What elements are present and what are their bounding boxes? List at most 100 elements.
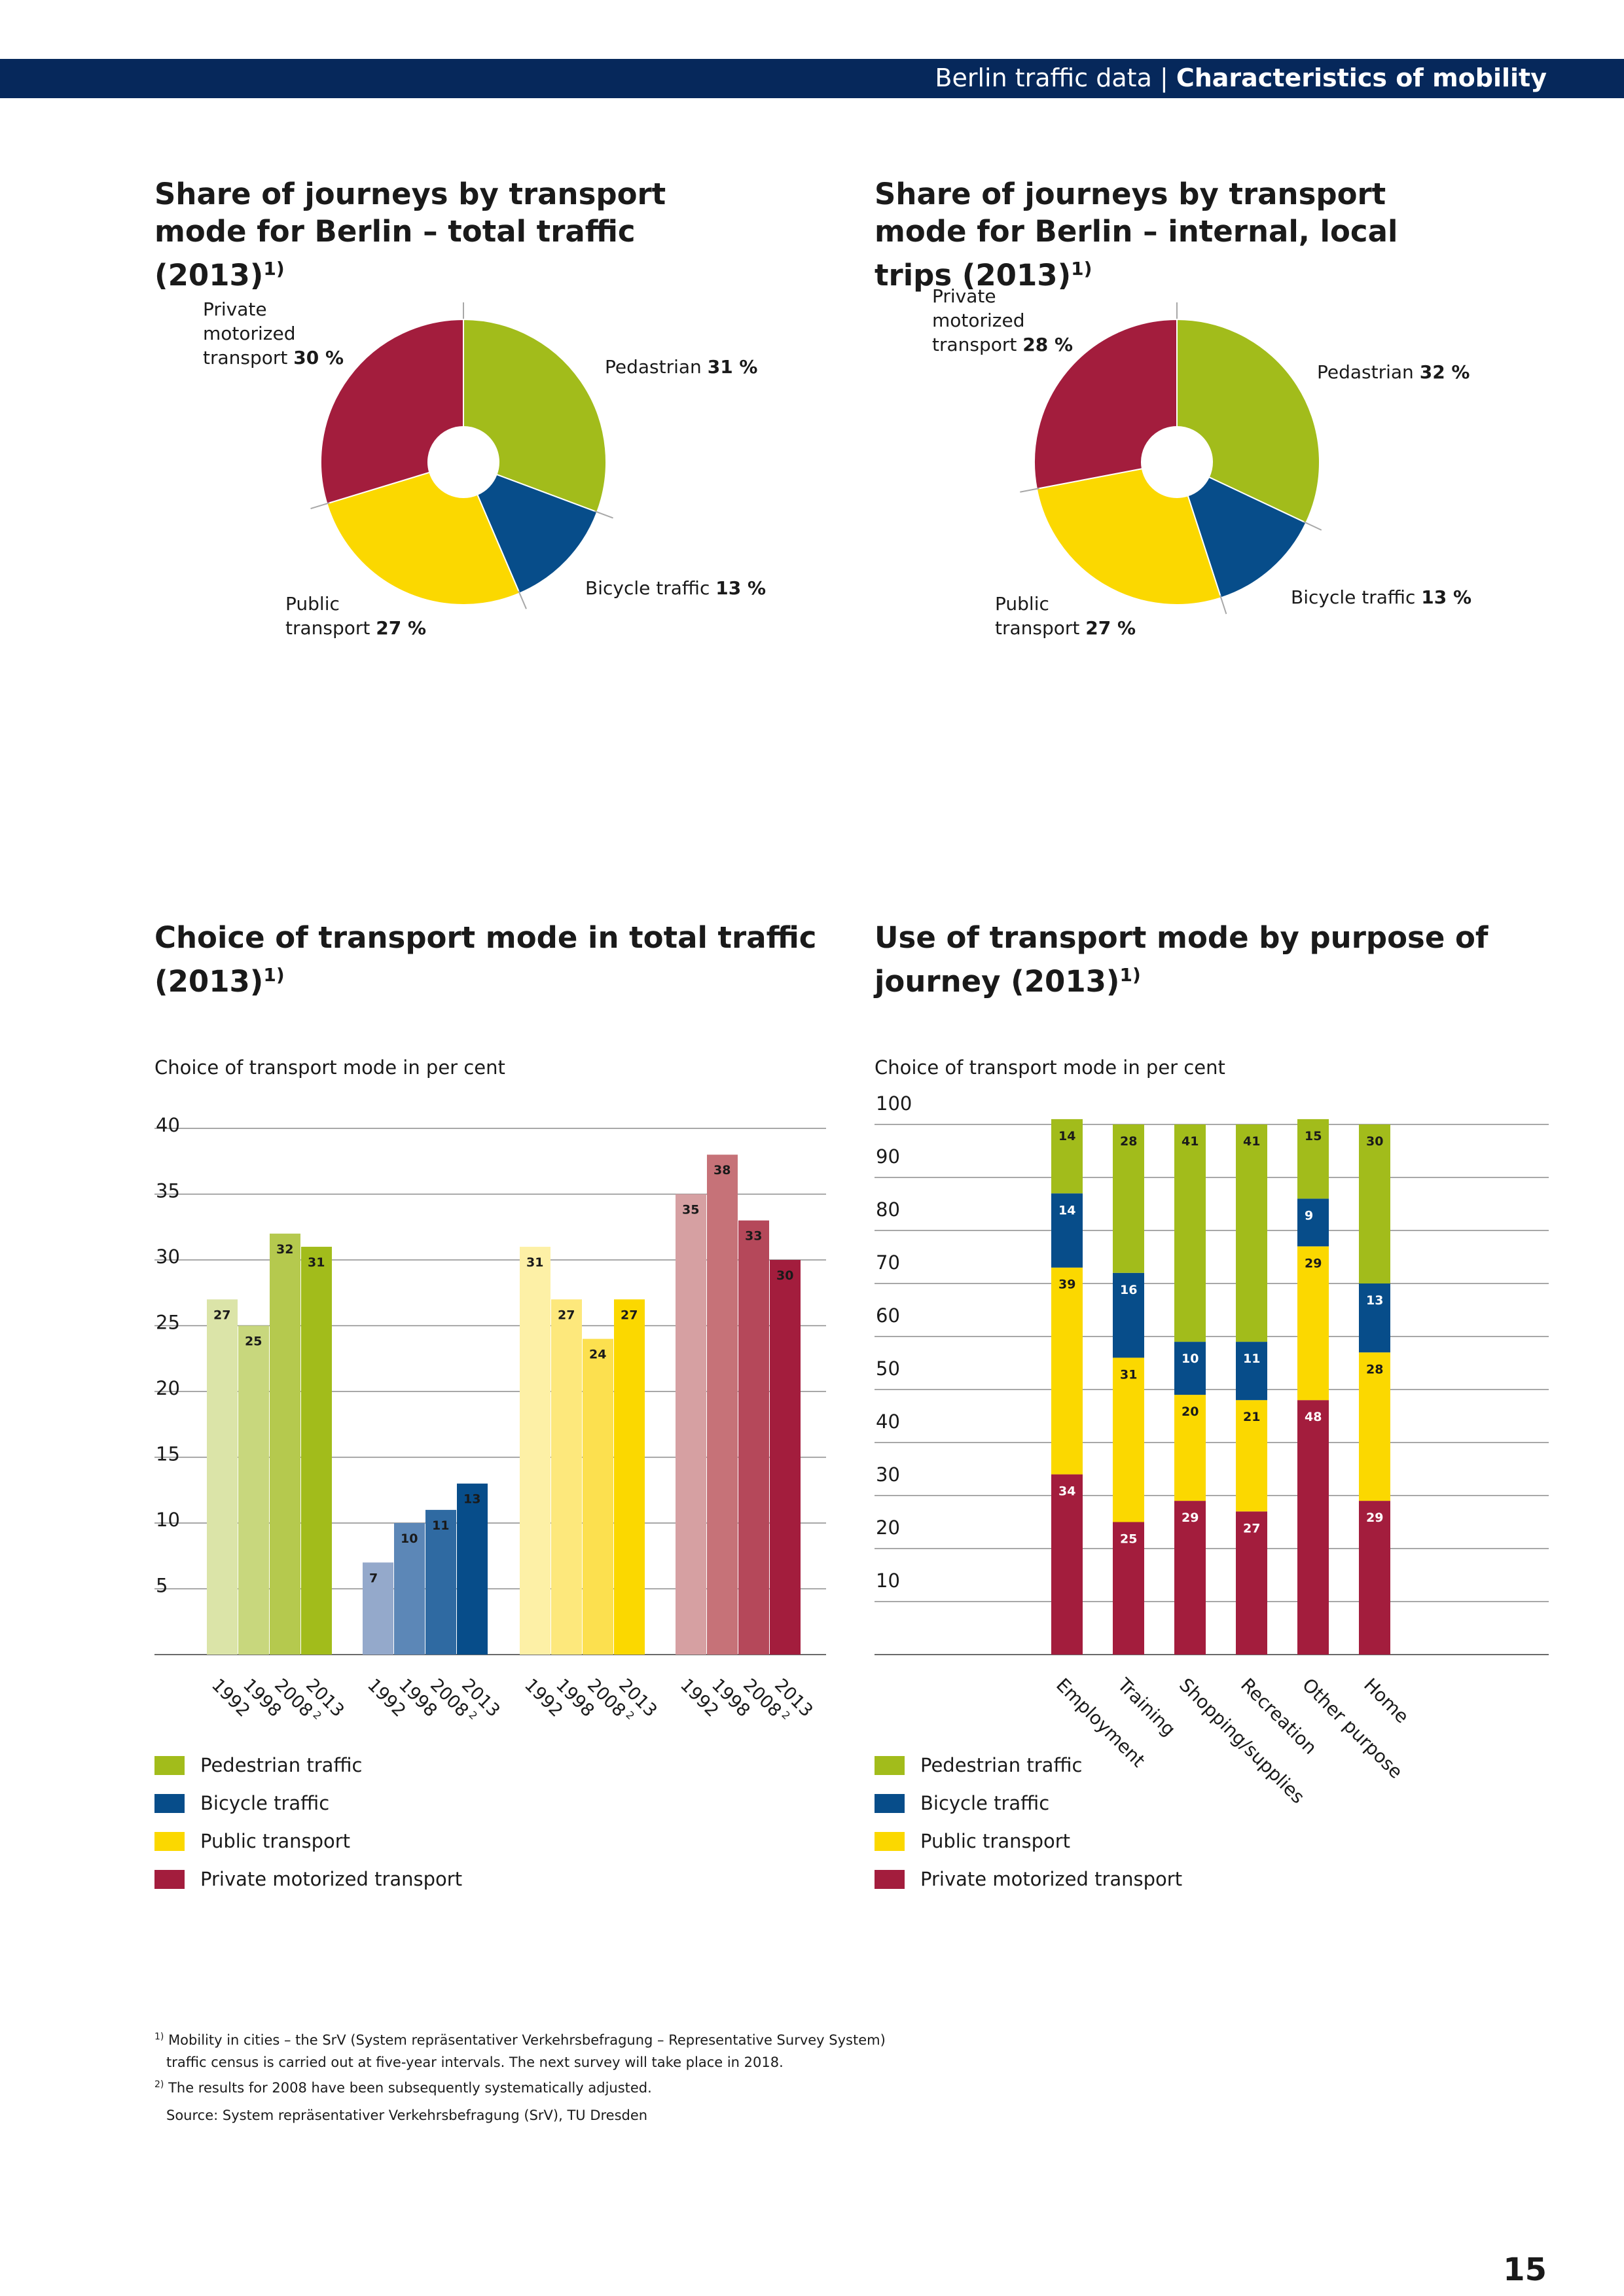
bar-public-transport-2013	[614, 1299, 645, 1655]
bar-value-label: 27	[558, 1308, 575, 1322]
pie-divider-tick	[310, 502, 330, 510]
y-tick-label: 50	[876, 1357, 900, 1380]
pie-total-footnote-ref: 1)	[263, 258, 285, 279]
legend-transport-mode: Pedestrian traffic Bicycle traffic Publi…	[154, 1746, 462, 1898]
legend-label-bicycle: Bicycle traffic	[920, 1792, 1050, 1814]
y-tick-label: 20	[156, 1377, 180, 1399]
y-tick-label: 10	[876, 1570, 900, 1592]
segment-private-motorized-transport-employment	[1051, 1474, 1083, 1655]
segment-value-label: 11	[1243, 1352, 1260, 1366]
segment-public-transport-other-purpose	[1297, 1246, 1329, 1401]
bar-private-motorized-transport-1998	[707, 1155, 738, 1655]
bar-value-label: 31	[308, 1255, 325, 1270]
bar-value-label: 27	[213, 1308, 230, 1322]
pie-label-pedastrian: Pedastrian 32 %	[1317, 361, 1470, 383]
segment-pedestrian-traffic-shopping-supplies	[1174, 1124, 1206, 1342]
segment-pedestrian-traffic-employment	[1051, 1119, 1083, 1194]
segment-private-motorized-transport-other-purpose	[1297, 1400, 1329, 1655]
segment-bicycle-traffic-home	[1359, 1283, 1390, 1353]
segment-public-transport-training	[1113, 1357, 1144, 1522]
legend-label-public-transport: Public transport	[920, 1830, 1071, 1852]
y-tick-label: 5	[156, 1575, 168, 1597]
bar-value-label: 32	[276, 1242, 293, 1257]
segment-private-motorized-transport-home	[1359, 1501, 1390, 1655]
legend-purpose: Pedestrian traffic Bicycle traffic Publi…	[875, 1746, 1182, 1898]
pie-local-title: Share of journeys by transport mode for …	[875, 175, 1437, 294]
source-text: Source: System repräsentativer Verkehrsb…	[166, 2108, 648, 2123]
segment-bicycle-traffic-training	[1113, 1272, 1144, 1358]
legend-item-public-transport: Public transport	[875, 1822, 1182, 1860]
legend-swatch-pedestrian	[154, 1755, 185, 1775]
footnote-2: 2) The results for 2008 have been subseq…	[154, 2073, 886, 2099]
y-tick-label: 15	[156, 1443, 180, 1465]
y-tick-label: 40	[876, 1410, 900, 1433]
bar-bicycle-traffic-1992	[363, 1562, 393, 1655]
bar-private-motorized-transport-2008	[738, 1220, 769, 1655]
bar-mode-footnote-ref: 1)	[263, 964, 285, 986]
pie-slice-pedastrian	[463, 318, 607, 513]
segment-bicycle-traffic-shopping-supplies	[1174, 1342, 1206, 1395]
footnote-1: 1) Mobility in cities – the SrV (System …	[154, 2026, 886, 2051]
segment-value-label: 15	[1305, 1129, 1322, 1143]
y-tick-label: 30	[876, 1463, 900, 1486]
segment-value-label: 25	[1120, 1532, 1137, 1547]
legend-label-pedestrian: Pedestrian traffic	[920, 1754, 1083, 1776]
legend-item-bicycle: Bicycle traffic	[154, 1784, 462, 1822]
segment-pedestrian-traffic-recreation	[1236, 1124, 1267, 1342]
bar-value-label: 24	[589, 1348, 606, 1362]
segment-private-motorized-transport-training	[1113, 1522, 1144, 1655]
bar-pedestrian-traffic-2008	[270, 1233, 300, 1655]
pie-local-footnote-ref: 1)	[1071, 258, 1092, 279]
segment-value-label: 39	[1058, 1278, 1075, 1292]
legend-item-bicycle: Bicycle traffic	[875, 1784, 1182, 1822]
legend-swatch-private-motorized	[154, 1869, 185, 1889]
x-tick-label: Home	[1360, 1674, 1413, 1728]
segment-private-motorized-transport-recreation	[1236, 1511, 1267, 1655]
pie-chart-local-trips: Pedastrian 32 % Bicycle traffic 13 % Publi…	[932, 285, 1471, 639]
bar-pedestrian-traffic-2013	[301, 1246, 332, 1655]
segment-value-label: 13	[1366, 1293, 1383, 1308]
segment-value-label: 48	[1305, 1410, 1322, 1424]
y-tick-label: 10	[156, 1509, 180, 1531]
segment-bicycle-traffic-employment	[1051, 1193, 1083, 1268]
pie-label-public-transport: Public transport 27 %	[285, 593, 426, 639]
segment-value-label: 31	[1120, 1367, 1137, 1382]
bar-mode-subtitle: Choice of transport mode in per cent	[154, 1056, 505, 1079]
pie-label-pedastrian: Pedastrian 31 %	[605, 356, 758, 378]
pie-total-title-text: Share of journeys by transport mode for …	[154, 177, 666, 293]
segment-value-label: 29	[1366, 1511, 1383, 1525]
bar-value-label: 38	[713, 1163, 731, 1177]
pie-label-private-motorized-transport: Private motorized transport 30 %	[203, 298, 344, 368]
pie-divider-tick	[518, 590, 527, 609]
pie-label-bicycle-traffic: Bicycle traffic 13 %	[585, 577, 766, 599]
segment-value-label: 29	[1305, 1256, 1322, 1270]
segment-value-label: 41	[1243, 1134, 1260, 1149]
y-tick-label: 20	[876, 1516, 900, 1539]
legend-item-public-transport: Public transport	[154, 1822, 462, 1860]
footnote-2-mark: 2)	[154, 2079, 164, 2090]
pie-slice-public-transport	[1036, 467, 1222, 605]
segment-value-label: 10	[1182, 1352, 1199, 1366]
segment-public-transport-shopping-supplies	[1174, 1395, 1206, 1501]
header-bar	[0, 59, 1624, 98]
footnote-2-text: The results for 2008 have been subsequen…	[168, 2080, 652, 2096]
segment-value-label: 28	[1366, 1362, 1383, 1376]
header-chapter: Characteristics of mobility	[1176, 63, 1547, 92]
segment-value-label: 41	[1182, 1134, 1199, 1149]
pie-slice-private-motorized-transport	[320, 318, 464, 505]
y-tick-label: 100	[876, 1092, 912, 1115]
header-breadcrumb: Berlin traffic data | Characteristics of…	[935, 61, 1547, 95]
segment-value-label: 21	[1243, 1410, 1260, 1424]
segment-value-label: 27	[1243, 1521, 1260, 1535]
bar-pedestrian-traffic-1998	[238, 1325, 269, 1655]
footnote-1-line-1: Mobility in cities – the SrV (System rep…	[168, 2032, 886, 2048]
bar-private-motorized-transport-1992	[676, 1194, 706, 1655]
source-note: Source: System repräsentativer Verkehrsb…	[154, 2104, 886, 2126]
bar-bicycle-traffic-2013	[457, 1483, 488, 1655]
legend-label-bicycle: Bicycle traffic	[200, 1792, 330, 1814]
y-tick-label: 80	[876, 1198, 900, 1221]
bar-public-transport-1998	[551, 1299, 582, 1655]
legend-label-pedestrian: Pedestrian traffic	[200, 1754, 363, 1776]
legend-swatch-public-transport	[875, 1831, 905, 1851]
legend-item-private-motorized: Private motorized transport	[154, 1860, 462, 1898]
